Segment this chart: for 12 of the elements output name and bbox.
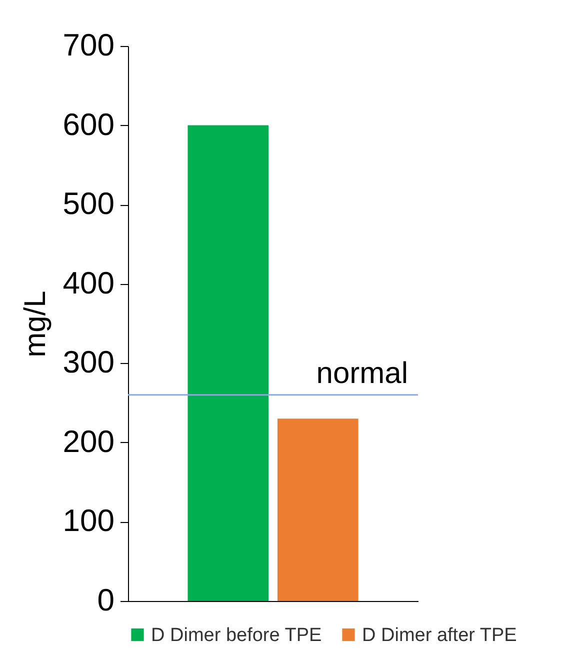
legend-label: D Dimer before TPE [151,624,322,646]
y-tick-label: 300 [62,344,114,380]
y-tick-label: 0 [97,582,114,618]
legend-label: D Dimer after TPE [362,624,517,646]
y-tick-label: 100 [62,503,114,538]
y-tick-label: 500 [62,186,114,222]
ref-line-label: normal [316,356,408,390]
y-tick-label: 200 [62,424,114,459]
y-tick-label: 400 [62,265,114,300]
y-axis-title: mg/L [18,290,52,358]
y-tick-label: 700 [62,28,114,62]
y-tick-label: 600 [62,106,114,142]
